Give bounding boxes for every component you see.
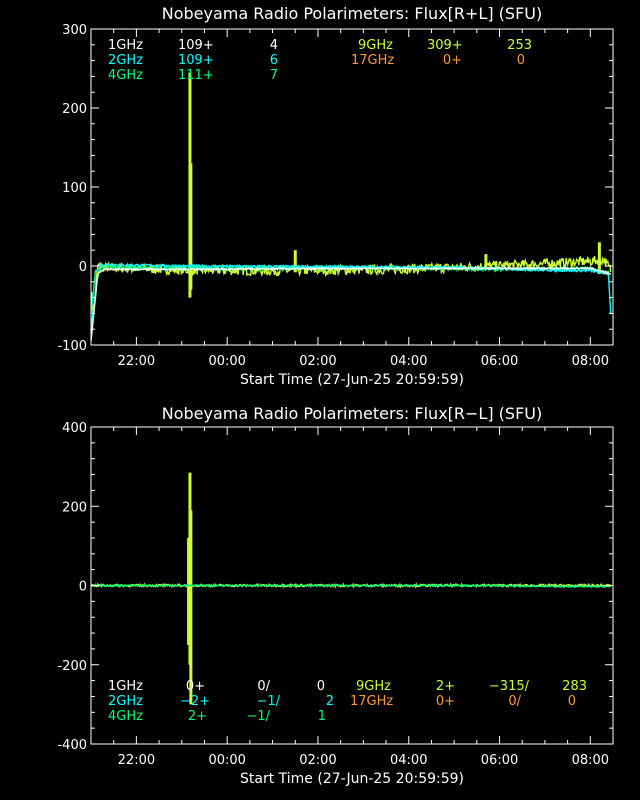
legend-1ghz: 1GHz 0+ 0/ 0: [108, 679, 325, 694]
x-tick-label: 02:00: [299, 354, 336, 369]
y-tick-label: 200: [62, 102, 87, 117]
legend-value-b: 7: [270, 68, 278, 83]
legend-label: 2GHz: [108, 53, 143, 68]
legend-value-c: 0: [568, 694, 576, 709]
y-tick-label: 0: [79, 260, 87, 275]
legend-value-a: 2+: [188, 709, 207, 724]
x-tick-label: 22:00: [118, 753, 155, 768]
legend-value-b: 0/: [508, 694, 521, 709]
legend-value-a: 0+: [186, 679, 205, 694]
series-line-2ghz: [90, 262, 612, 330]
legend-label: 4GHz: [108, 709, 143, 724]
legend-value-a: 2+: [436, 679, 455, 694]
legend-value-a: −2+: [180, 694, 210, 709]
panel-1-legend: 1GHz 109+ 4 2GHz 109+ 6 4GHz 111+ 7 9GHz…: [108, 38, 532, 83]
y-tick-label: 0: [79, 580, 87, 595]
x-tick-label: 08:00: [572, 354, 609, 369]
legend-value-b: 6: [270, 53, 278, 68]
x-tick-label: 04:00: [390, 753, 427, 768]
panel-1: Nobeyama Radio Polarimeters: Flux[R+L] (…: [57, 4, 614, 388]
legend-value-a: 109+: [178, 38, 214, 53]
legend-value-b: −1/: [256, 694, 280, 709]
x-tick-label: 04:00: [390, 354, 427, 369]
legend-1ghz: 1GHz 109+ 4: [108, 38, 278, 53]
legend-label: 9GHz: [356, 679, 391, 694]
legend-value-b: −1/: [246, 709, 270, 724]
legend-2ghz: 2GHz −2+ −1/ 2: [108, 694, 334, 709]
legend-2ghz: 2GHz 109+ 6: [108, 53, 278, 68]
legend-value-c: 2: [326, 694, 334, 709]
x-tick-label: 00:00: [208, 354, 245, 369]
panel-1-axes: -100 0 100 200 300 22:00 00:00 02:00 04:00 06:00 0…: [57, 23, 613, 369]
y-tick-label: 400: [62, 421, 87, 436]
x-tick-label: 08:00: [572, 753, 609, 768]
panel-2-legend: 1GHz 0+ 0/ 0 2GHz −2+ −1/ 2 4GHz 2+ −1/ …: [108, 679, 587, 724]
panel-2: Nobeyama Radio Polarimeters: Flux[R−L] (…: [57, 404, 614, 787]
legend-label: 17GHz: [351, 53, 394, 68]
legend-value-a: 109+: [178, 53, 214, 68]
legend-value-b: −315/: [489, 679, 530, 694]
y-tick-label: -400: [57, 738, 87, 753]
y-tick-label: 300: [62, 23, 87, 38]
legend-value-b: 0: [517, 53, 525, 68]
legend-label: 17GHz: [350, 694, 393, 709]
series-line-4ghz: [90, 583, 611, 589]
legend-value-a: 0+: [436, 694, 455, 709]
legend-label: 4GHz: [108, 68, 143, 83]
legend-9ghz: 9GHz 2+ −315/ 283: [356, 679, 587, 694]
panel-2-x-label: Start Time (27-Jun-25 20:59:59): [240, 771, 464, 787]
legend-value-c: 1: [318, 709, 326, 724]
legend-label: 2GHz: [108, 694, 143, 709]
y-tick-label: 200: [62, 500, 87, 515]
legend-value-b: 253: [507, 38, 532, 53]
y-tick-label: -100: [57, 339, 87, 354]
panel-2-plot-area: [90, 472, 612, 705]
x-tick-label: 22:00: [118, 354, 155, 369]
legend-4ghz: 4GHz 2+ −1/ 1: [108, 709, 326, 724]
legend-label: 1GHz: [108, 679, 143, 694]
panel-1-title: Nobeyama Radio Polarimeters: Flux[R+L] (…: [162, 4, 542, 23]
legend-9ghz: 9GHz 309+ 253: [358, 38, 532, 53]
x-tick-label: 06:00: [481, 753, 518, 768]
legend-value-a: 309+: [427, 38, 463, 53]
legend-label: 1GHz: [108, 38, 143, 53]
series-line-1ghz: [90, 266, 612, 341]
legend-label: 9GHz: [358, 38, 393, 53]
legend-value-c: 0: [317, 679, 325, 694]
x-tick-label: 02:00: [299, 753, 336, 768]
legend-value-a: 0+: [443, 53, 462, 68]
panel-2-title: Nobeyama Radio Polarimeters: Flux[R−L] (…: [162, 404, 542, 423]
legend-17ghz: 17GHz 0+ 0/ 0: [350, 694, 576, 709]
legend-value-a: 111+: [178, 68, 214, 83]
y-tick-label: 100: [62, 181, 87, 196]
panel-1-x-label: Start Time (27-Jun-25 20:59:59): [240, 372, 464, 388]
x-tick-label: 06:00: [481, 354, 518, 369]
legend-value-b: 0/: [257, 679, 270, 694]
y-tick-label: -200: [57, 659, 87, 674]
panel-1-frame: [90, 28, 614, 346]
x-tick-label: 00:00: [208, 753, 245, 768]
legend-value-b: 4: [270, 38, 278, 53]
legend-17ghz: 17GHz 0+ 0: [351, 53, 525, 68]
legend-value-c: 283: [562, 679, 587, 694]
panel-1-plot-area: [90, 72, 612, 341]
legend-4ghz: 4GHz 111+ 7: [108, 68, 278, 83]
